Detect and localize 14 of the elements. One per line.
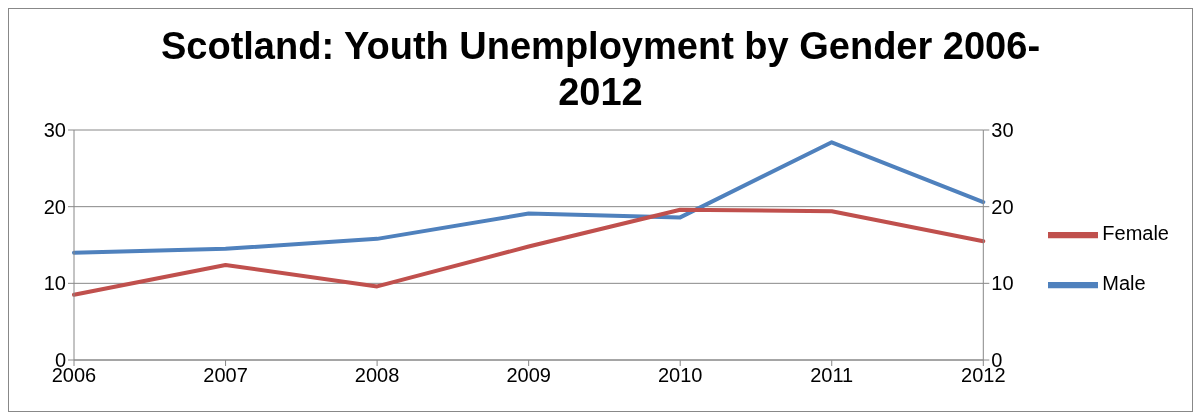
chart-title: Scotland: Youth Unemployment by Gender 2006-2012 <box>159 24 1042 115</box>
x-tick-label: 2009 <box>506 364 551 387</box>
x-tick-label: 2008 <box>354 364 400 387</box>
legend-label: Male <box>1102 272 1146 295</box>
y-tick-label: 20 <box>43 195 66 218</box>
legend-label: Female <box>1102 222 1169 245</box>
y2-tick-label: 10 <box>991 272 1014 295</box>
y2-tick-label: 30 <box>991 119 1014 142</box>
x-tick-label: 2011 <box>810 364 854 387</box>
y2-tick-label: 20 <box>991 195 1014 218</box>
x-tick-label: 2007 <box>203 364 248 387</box>
y-tick-label: 30 <box>43 119 66 142</box>
x-tick-label: 2010 <box>657 364 703 387</box>
y-tick-label: 10 <box>43 272 66 295</box>
